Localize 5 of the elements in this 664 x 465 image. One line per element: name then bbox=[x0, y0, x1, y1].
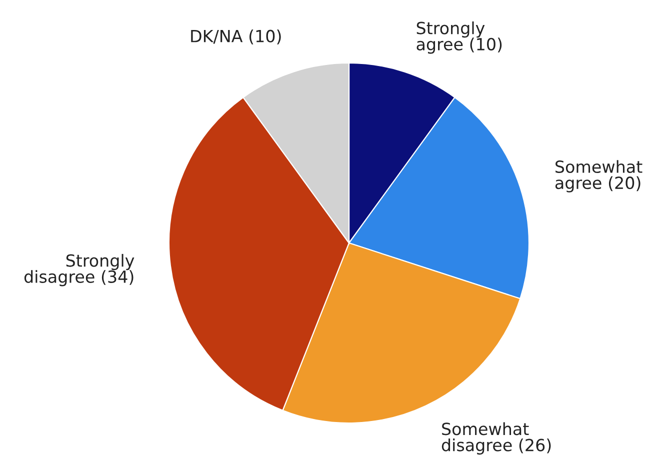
slice-label: Strongly disagree (34) bbox=[24, 254, 134, 286]
slice-label: DK/NA (10) bbox=[191, 30, 281, 44]
slice-label: Somewhat agree (20) bbox=[555, 160, 642, 192]
slice-label: Somewhat disagree (26) bbox=[442, 422, 551, 455]
slice-label: Strongly agree (10) bbox=[416, 21, 502, 54]
